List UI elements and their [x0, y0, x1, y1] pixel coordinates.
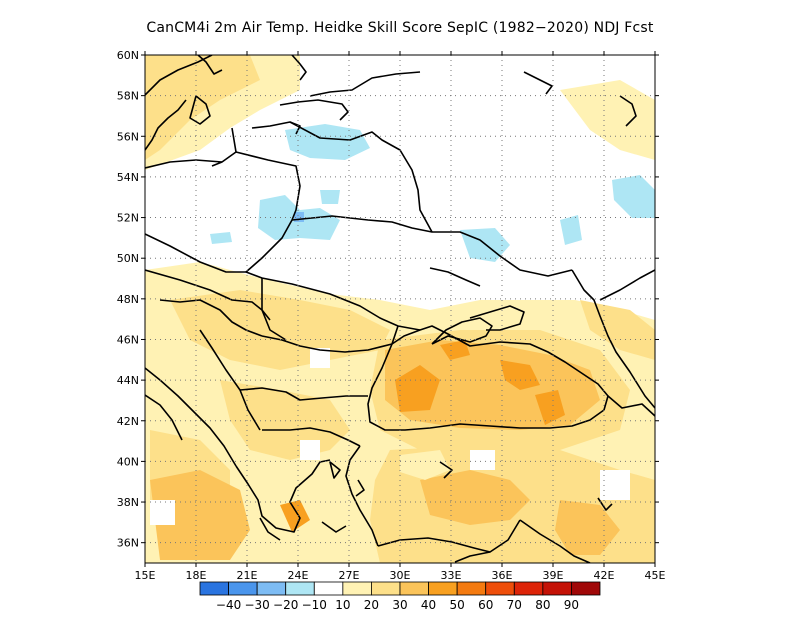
lat-tick-label: 36N	[117, 537, 139, 550]
colorbar-swatch	[485, 581, 515, 596]
colorbar-label: 80	[535, 598, 550, 612]
colorbar-swatch	[542, 581, 572, 596]
skill-score-region	[400, 450, 450, 480]
coastlines-and-borders	[145, 55, 655, 563]
colorbar-label: 40	[421, 598, 436, 612]
colorbar-label: 70	[507, 598, 522, 612]
skill-score-region	[420, 470, 530, 525]
colorbar-swatch	[342, 581, 372, 596]
lon-tick-label: 39E	[543, 569, 564, 582]
lon-tick-label: 15E	[135, 569, 156, 582]
lat-tick-label: 48N	[117, 293, 139, 306]
colorbar-label: −20	[273, 598, 298, 612]
skill-score-region	[395, 365, 440, 412]
skill-score-region	[320, 190, 340, 204]
colorbar-swatch	[513, 581, 544, 596]
skill-score-region	[440, 340, 470, 360]
skill-score-region	[280, 500, 310, 532]
map-title: CanCM4i 2m Air Temp. Heidke Skill Score …	[146, 20, 654, 36]
skill-score-region	[560, 215, 582, 245]
colorbar-label: 60	[478, 598, 493, 612]
skill-score-region	[600, 470, 630, 500]
skill-score-region	[612, 175, 655, 218]
skill-score-region	[560, 80, 655, 160]
skill-score-region	[535, 390, 565, 425]
skill-score-region	[150, 500, 175, 525]
lon-tick-label: 33E	[441, 569, 462, 582]
colorbar-swatch	[371, 581, 401, 596]
colorbar-swatch	[428, 581, 458, 596]
axis-ticks: 60N 58N 56N 54N 52N 50N 48N 46N 44N 42N 40N 38N 36N 1…	[117, 49, 666, 582]
colorbar-swatch	[199, 581, 229, 596]
skill-score-region	[470, 450, 495, 470]
colorbar-swatch	[285, 581, 315, 596]
colorbar-swatch	[571, 581, 601, 596]
colorbar-label: 90	[564, 598, 579, 612]
lat-tick-label: 44N	[117, 374, 139, 387]
colorbar-swatch	[256, 581, 287, 596]
skill-score-region	[310, 348, 330, 368]
lat-tick-label: 58N	[117, 90, 139, 103]
colorbar-label: −40	[216, 598, 241, 612]
skill-score-region	[210, 232, 232, 244]
colorbar-label: −30	[244, 598, 269, 612]
lon-tick-label: 24E	[288, 569, 309, 582]
lon-tick-label: 36E	[492, 569, 513, 582]
lon-tick-label: 45E	[645, 569, 666, 582]
skill-score-region	[500, 360, 540, 390]
lat-tick-label: 40N	[117, 455, 139, 468]
lat-tick-label: 56N	[117, 130, 139, 143]
lat-tick-label: 42N	[117, 415, 139, 428]
colorbar-swatch	[456, 581, 487, 596]
skill-score-region	[294, 212, 304, 222]
lon-tick-label: 18E	[186, 569, 207, 582]
skill-score-region	[555, 500, 620, 555]
skill-score-region	[300, 440, 320, 460]
lon-tick-label: 30E	[390, 569, 411, 582]
skill-score-region	[170, 290, 390, 370]
skill-score-fields	[145, 55, 655, 563]
lat-tick-label: 54N	[117, 171, 139, 184]
skill-score-region	[145, 55, 260, 160]
lat-lon-grid	[145, 55, 655, 563]
lat-tick-label: 60N	[117, 49, 139, 62]
colorbar: −40 −30 −20 −10 10 20 30 40 50 60 70 80 90	[199, 581, 601, 612]
colorbar-swatch	[313, 581, 344, 596]
colorbar-label: −10	[302, 598, 327, 612]
colorbar-swatch	[228, 581, 258, 596]
colorbar-label: 30	[392, 598, 407, 612]
lon-tick-label: 21E	[237, 569, 258, 582]
lat-tick-label: 46N	[117, 333, 139, 346]
lon-tick-label: 27E	[339, 569, 360, 582]
lat-tick-label: 38N	[117, 496, 139, 509]
lat-tick-label: 52N	[117, 212, 139, 225]
skill-score-region	[580, 300, 655, 360]
colorbar-label: 10	[335, 598, 350, 612]
colorbar-label: 20	[364, 598, 379, 612]
colorbar-swatch	[399, 581, 429, 596]
lon-tick-label: 42E	[594, 569, 615, 582]
lat-tick-label: 50N	[117, 252, 139, 265]
skill-score-region	[150, 470, 250, 560]
colorbar-label: 50	[450, 598, 465, 612]
